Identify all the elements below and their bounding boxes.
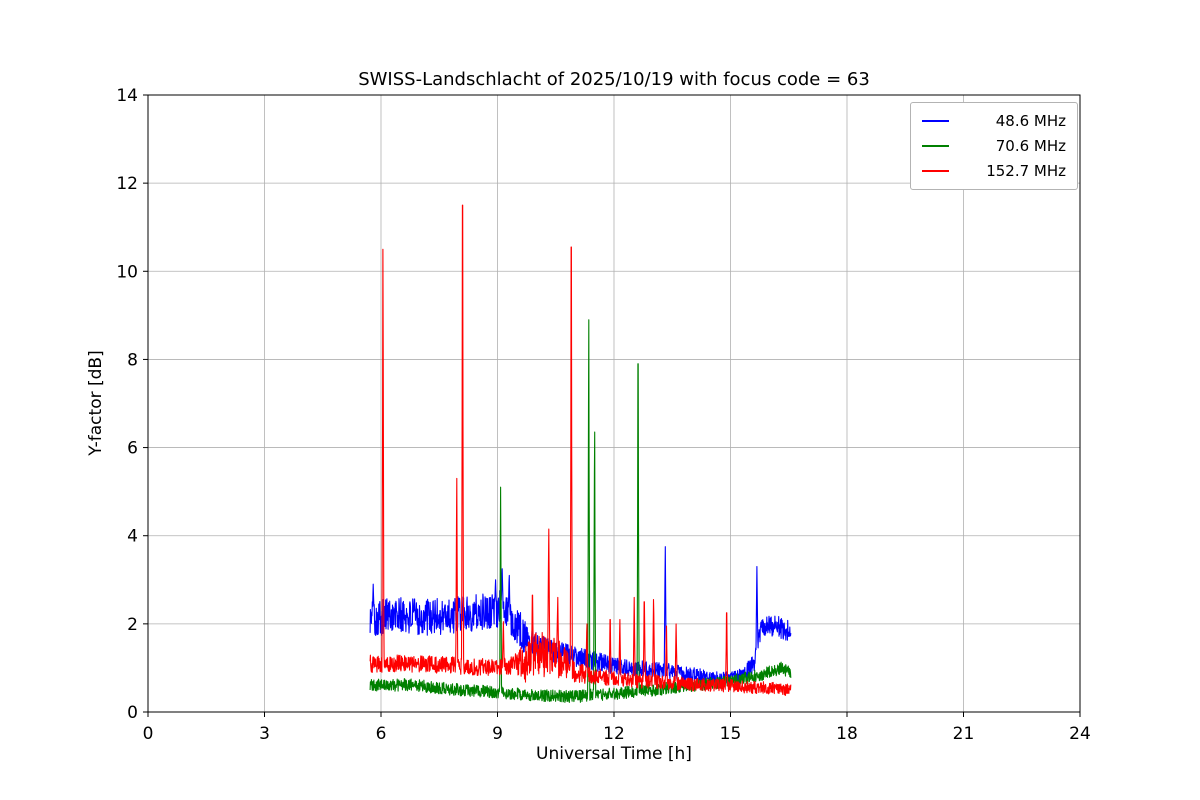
x-tick-label: 15 [720, 724, 742, 744]
series-line-70-6-mhz [369, 319, 792, 703]
legend-swatch-line [922, 120, 949, 122]
legend-swatch-line [922, 170, 949, 172]
y-tick-label: 14 [116, 86, 138, 106]
chart-title: SWISS-Landschlacht of 2025/10/19 with fo… [358, 69, 870, 90]
y-tick-label: 8 [127, 350, 138, 370]
legend-item: 48.6 MHz [922, 112, 1066, 130]
legend-label: 152.7 MHz [986, 162, 1066, 180]
x-tick-label: 24 [1069, 724, 1091, 744]
x-tick-label: 6 [376, 724, 387, 744]
legend-swatch-line [922, 145, 949, 147]
legend-item: 70.6 MHz [922, 137, 1066, 155]
x-tick-label: 21 [953, 724, 975, 744]
x-tick-label: 0 [143, 724, 154, 744]
legend-item: 152.7 MHz [922, 162, 1066, 180]
x-axis-label: Universal Time [h] [536, 744, 692, 764]
x-tick-label: 3 [259, 724, 270, 744]
legend: 48.6 MHz 70.6 MHz 152.7 MHz [910, 102, 1078, 190]
y-tick-label: 10 [116, 262, 138, 282]
y-axis-label: Y-factor [dB] [86, 350, 106, 456]
x-tick-label: 12 [603, 724, 625, 744]
x-tick-label: 9 [492, 724, 503, 744]
legend-label: 48.6 MHz [995, 112, 1066, 130]
y-tick-label: 0 [127, 703, 138, 723]
y-tick-label: 2 [127, 615, 138, 635]
y-tick-label: 6 [127, 439, 138, 459]
y-tick-label: 12 [116, 174, 138, 194]
legend-label: 70.6 MHz [995, 137, 1066, 155]
x-tick-label: 18 [836, 724, 858, 744]
y-tick-label: 4 [127, 527, 138, 547]
series-line-152-7-mhz [369, 204, 792, 696]
axes-spines [147, 94, 1081, 713]
